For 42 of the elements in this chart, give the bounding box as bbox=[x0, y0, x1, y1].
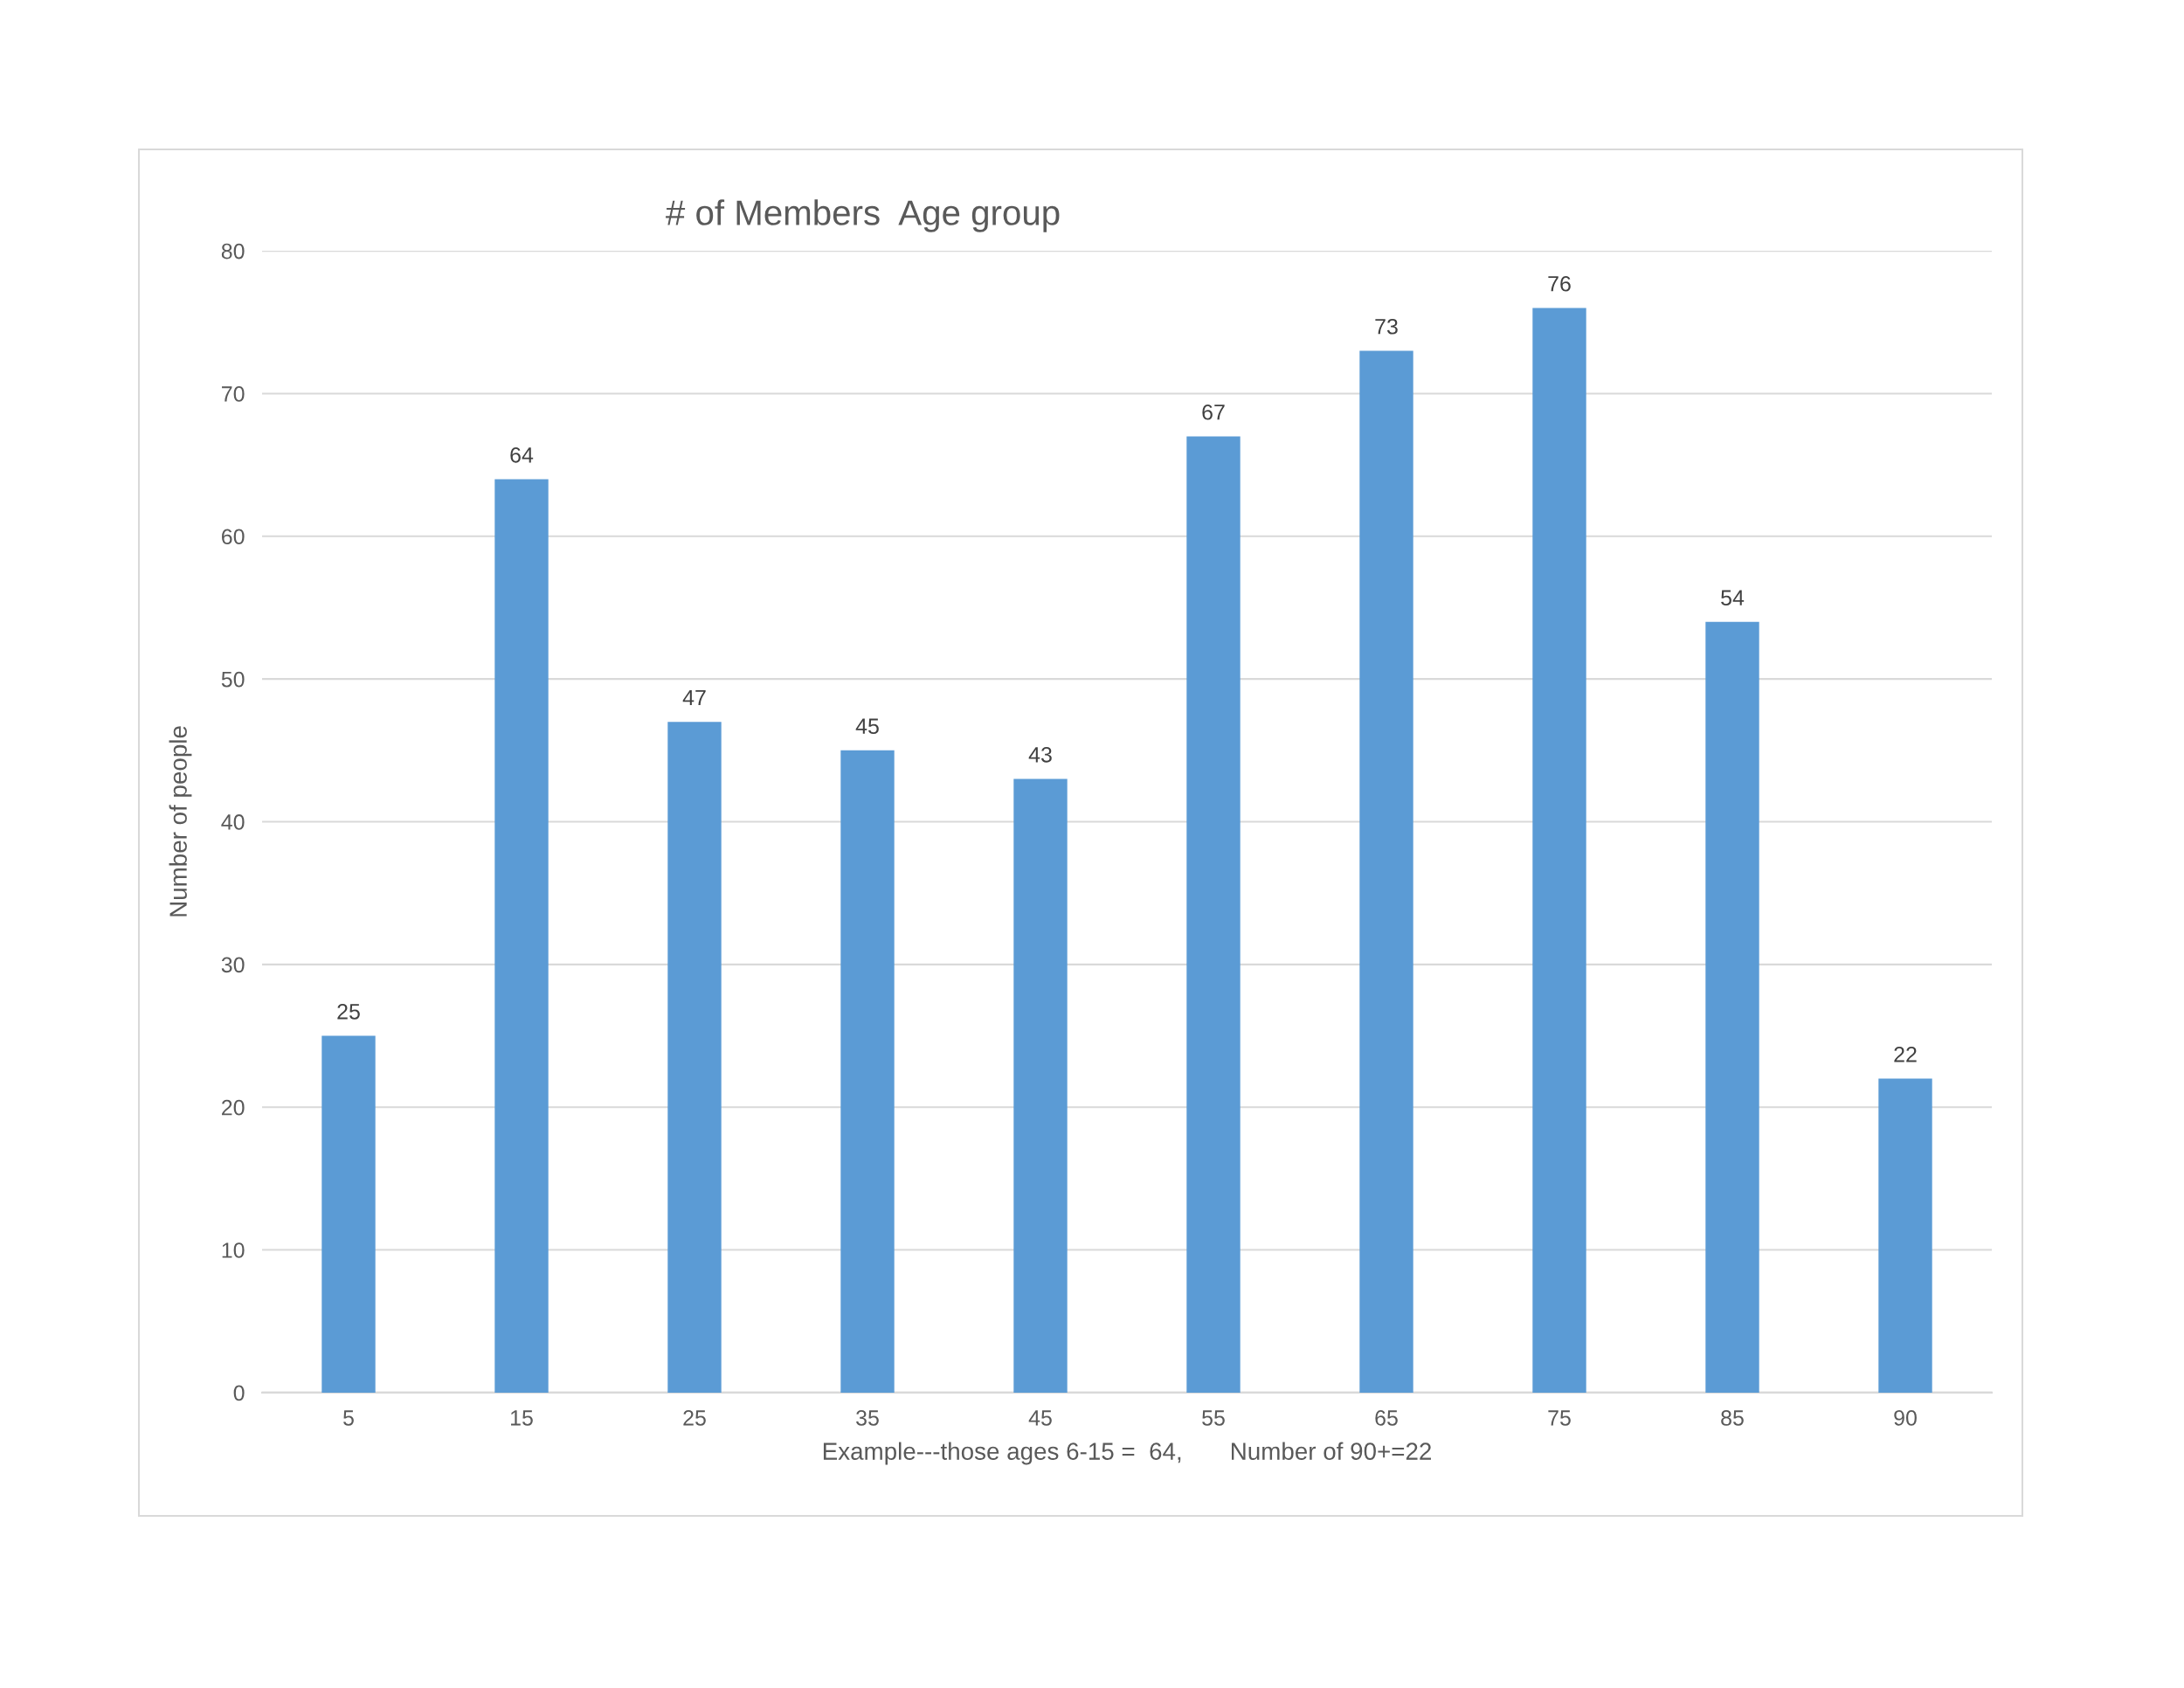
x-tick-label: 25 bbox=[683, 1410, 706, 1426]
y-tick-label: 30 bbox=[221, 957, 245, 973]
data-label: 22 bbox=[1894, 1047, 1917, 1062]
x-tick-label: 55 bbox=[1202, 1410, 1225, 1426]
bar bbox=[1359, 350, 1413, 1393]
bar bbox=[1186, 436, 1241, 1393]
y-tick-label: 70 bbox=[222, 386, 245, 402]
x-tick-label: 65 bbox=[1375, 1410, 1398, 1426]
data-label: 64 bbox=[510, 446, 534, 463]
y-tick-label: 0 bbox=[233, 1385, 245, 1401]
x-axis-title: Example---those ages 6-15 = 64, Number of 90+=22 bbox=[823, 1442, 1431, 1465]
x-tick-label: 15 bbox=[511, 1410, 533, 1426]
data-label: 25 bbox=[337, 1003, 360, 1020]
data-label: 43 bbox=[1028, 746, 1052, 763]
data-label: 67 bbox=[1202, 404, 1225, 420]
data-label: 45 bbox=[855, 718, 879, 734]
bar bbox=[1878, 1078, 1932, 1393]
x-tick-label: 45 bbox=[1028, 1410, 1052, 1426]
bar bbox=[321, 1035, 376, 1393]
y-axis-title: Number of people bbox=[169, 726, 192, 917]
y-tick-label: 20 bbox=[222, 1099, 245, 1116]
bar bbox=[1532, 308, 1586, 1393]
y-tick-label: 80 bbox=[221, 243, 245, 259]
bar bbox=[1705, 621, 1759, 1393]
bar bbox=[840, 750, 895, 1393]
data-label: 73 bbox=[1375, 318, 1398, 335]
y-tick-label: 60 bbox=[222, 529, 245, 545]
y-tick-label: 50 bbox=[221, 671, 245, 688]
bar bbox=[667, 722, 722, 1393]
x-tick-label: 75 bbox=[1548, 1410, 1571, 1426]
bar bbox=[494, 479, 549, 1393]
data-label: 47 bbox=[682, 689, 706, 706]
y-tick-label: 40 bbox=[221, 814, 245, 830]
x-tick-label: 5 bbox=[343, 1410, 354, 1426]
data-label: 76 bbox=[1548, 275, 1571, 292]
y-tick-label: 10 bbox=[222, 1242, 245, 1258]
chart-title: # of Members Age group bbox=[666, 199, 1060, 232]
x-tick-label: 35 bbox=[856, 1410, 879, 1426]
data-label: 54 bbox=[1721, 590, 1745, 605]
x-tick-label: 85 bbox=[1721, 1410, 1744, 1426]
x-tick-label: 90 bbox=[1894, 1410, 1917, 1426]
bar bbox=[1013, 778, 1068, 1393]
